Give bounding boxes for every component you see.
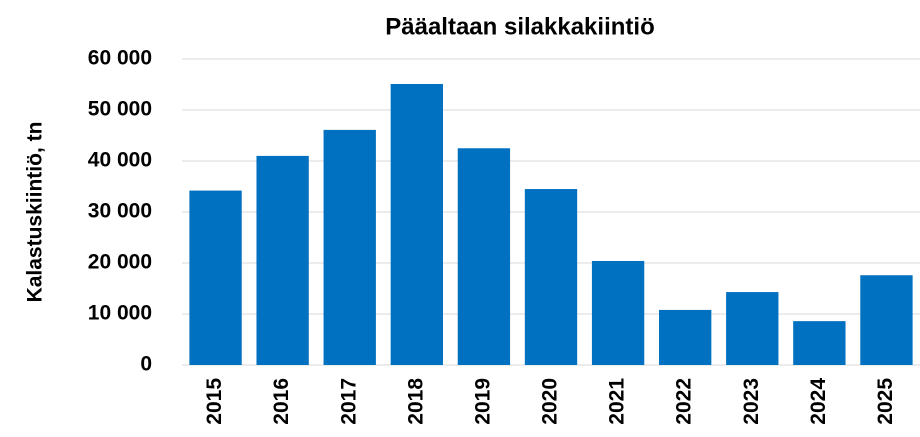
y-tick-label: 60 000 [88,47,152,70]
y-tick-label: 30 000 [88,200,152,223]
x-tick-label: 2018 [404,378,427,425]
bar [256,155,309,365]
x-tick-label: 2022 [673,378,696,425]
x-tick-label: 2019 [471,378,494,425]
x-tick-label: 2017 [337,378,360,425]
x-tick-label: 2023 [740,378,763,425]
bar [591,260,645,365]
bar [323,129,376,365]
x-tick-label: 2025 [874,378,897,425]
y-tick-label: 0 [140,353,152,376]
bar [457,148,511,365]
x-tick-label: 2024 [807,378,830,425]
y-tick-label: 10 000 [88,302,152,325]
x-tick-label: 2015 [203,378,226,425]
y-tick-label: 40 000 [88,149,152,172]
chart-title: Pääaltaan silakkakiintiö [385,13,654,40]
x-tick-label: 2021 [606,378,629,425]
bar [860,275,913,365]
bar [524,189,578,365]
x-tick-label: 2020 [539,378,562,425]
y-tick-label: 50 000 [88,98,152,121]
y-axis-label: Kalastuskiintiö, tn [24,122,47,303]
bar [659,309,712,365]
y-tick-label: 20 000 [88,251,152,274]
x-tick-label: 2016 [270,378,293,425]
bar [390,83,443,366]
bar [189,190,242,365]
bar [726,292,779,365]
bar [793,321,846,365]
